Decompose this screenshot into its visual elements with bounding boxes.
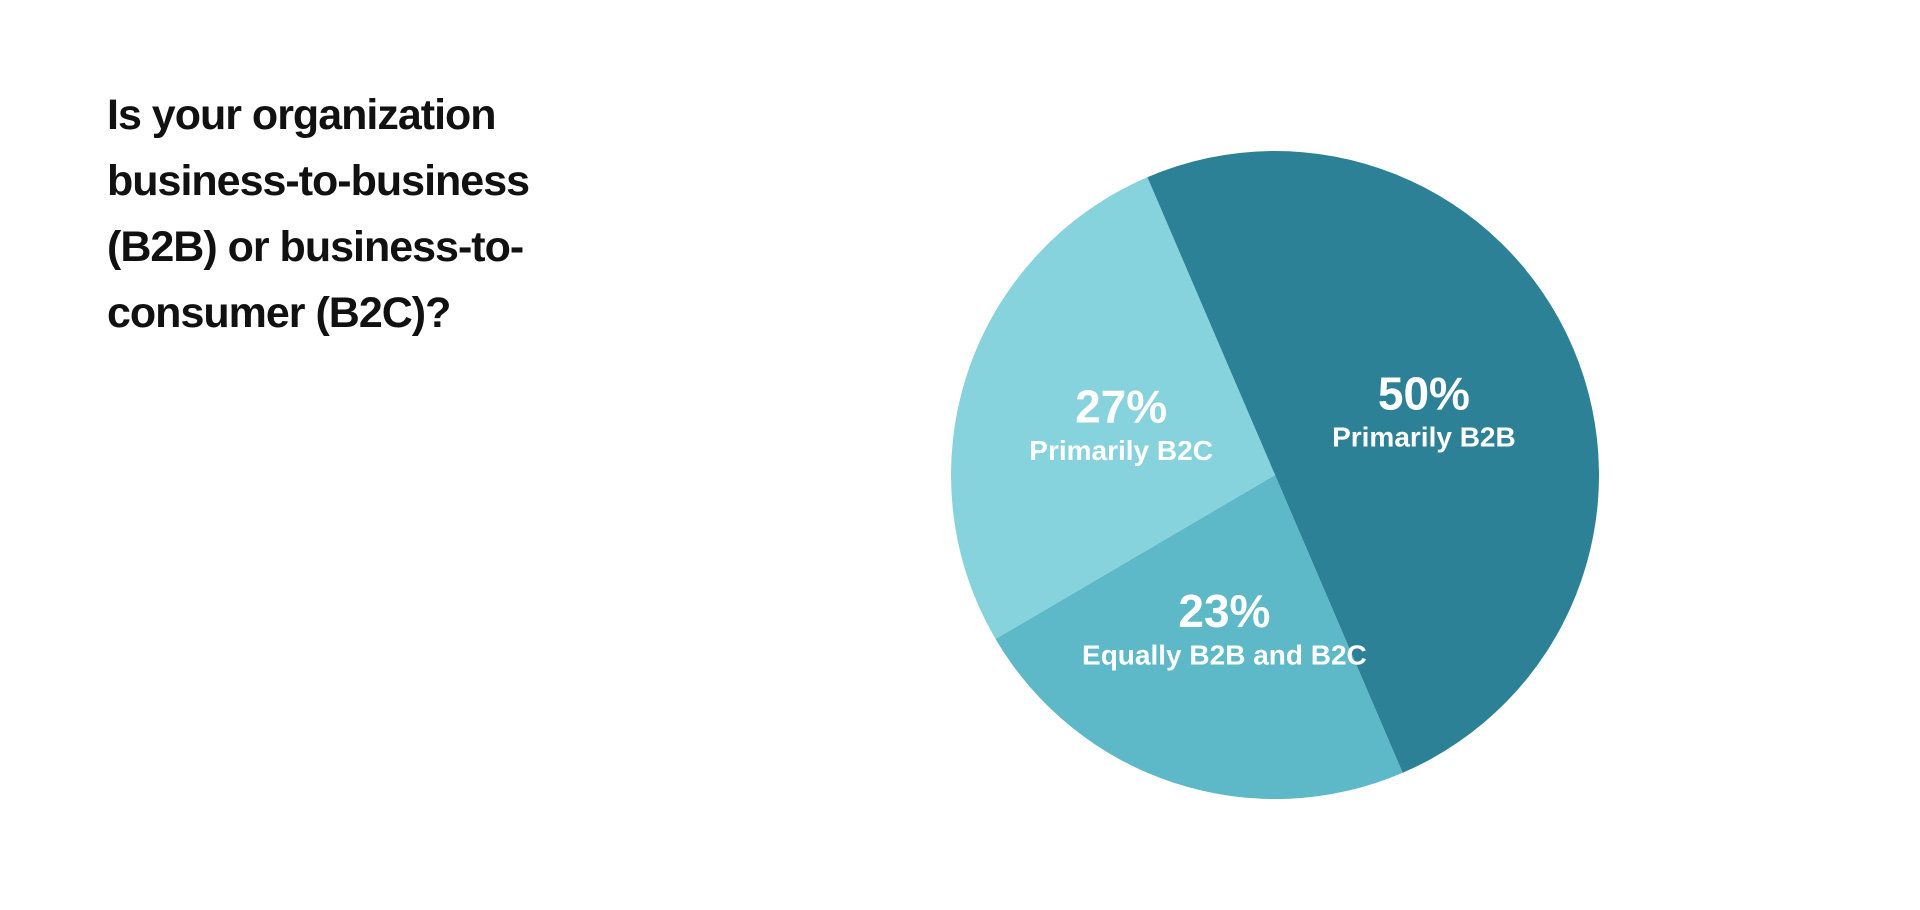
value-label: 27% bbox=[1075, 381, 1167, 433]
pie-slice bbox=[1147, 151, 1599, 773]
category-label: Primarily B2C bbox=[1029, 435, 1213, 466]
pie-slice bbox=[995, 475, 1403, 799]
category-label: Equally B2B and B2C bbox=[1082, 639, 1367, 670]
value-label: 50% bbox=[1378, 367, 1470, 419]
chart-title: Is your organization business-to-busines… bbox=[107, 91, 530, 337]
pie-slice bbox=[951, 177, 1275, 639]
category-label: Primarily B2B bbox=[1332, 422, 1516, 453]
value-label: 23% bbox=[1178, 585, 1270, 637]
